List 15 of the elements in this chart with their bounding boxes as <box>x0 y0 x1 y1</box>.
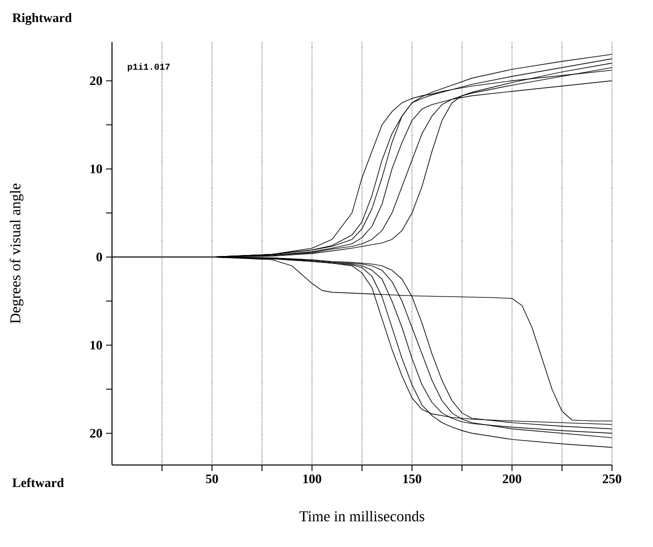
y-tick-label: 20 <box>90 428 102 438</box>
x-tick-label: 50 <box>206 474 218 484</box>
x-tick-label: 250 <box>602 474 622 484</box>
y-tick-label: 20 <box>90 76 102 86</box>
x-tick-label: 150 <box>403 474 422 484</box>
x-axis-title: Time in milliseconds <box>299 510 424 522</box>
y-axis-title: Degrees of visual angle <box>10 184 24 324</box>
y-tick-label: 0 <box>96 252 102 262</box>
text: Rightward <box>12 13 72 25</box>
text: Leftward <box>12 478 64 488</box>
annotation: p1i1.017 <box>128 63 170 72</box>
x-tick-label: 200 <box>502 474 522 484</box>
x-tick-label: 100 <box>303 474 322 484</box>
y-tick-label: 10 <box>90 164 102 174</box>
y-tick-label: 10 <box>90 340 102 350</box>
